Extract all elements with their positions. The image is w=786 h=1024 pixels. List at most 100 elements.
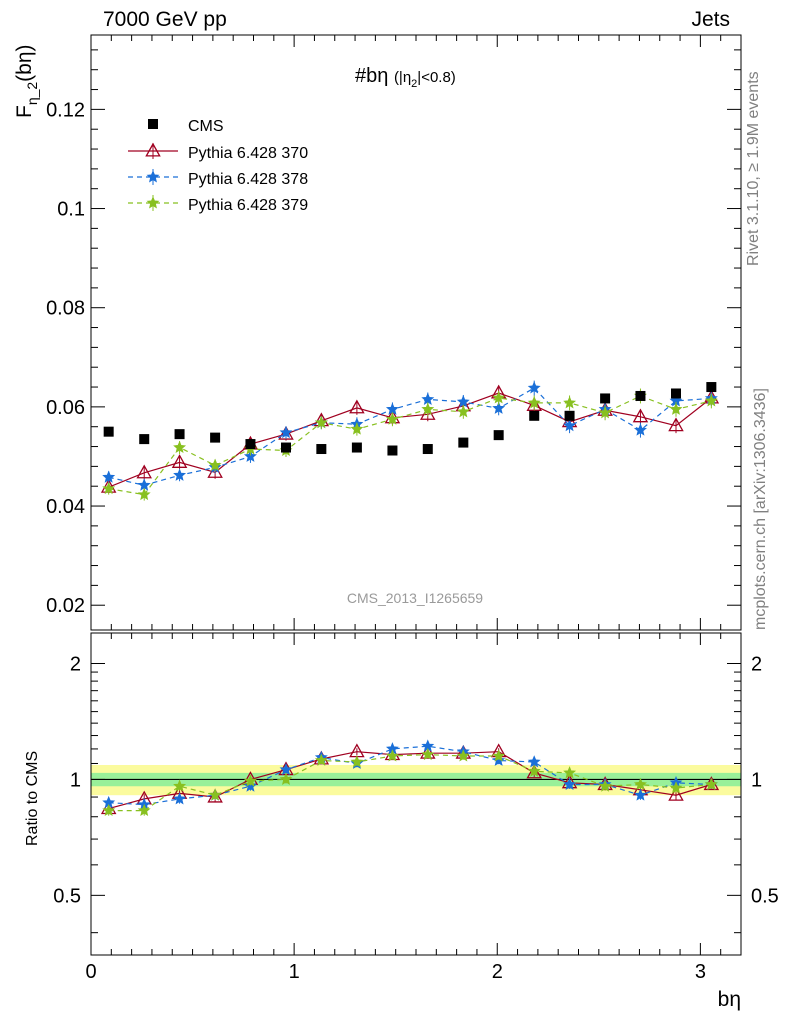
x-tick-label: 2: [492, 961, 503, 983]
y-tick-label: 0.08: [46, 298, 85, 320]
ratio-point-pythia-6-428-379: [563, 766, 577, 779]
x-tick-label: 3: [695, 961, 706, 983]
main-point-pythia-6-428-378: [492, 401, 506, 414]
ratio-point-pythia-6-428-379: [704, 777, 718, 791]
ratio-point-pythia-6-428-379: [421, 747, 435, 761]
main-point-cms: [387, 445, 398, 456]
legend-marker-pythia-6-428-378: [146, 170, 160, 183]
y-tick-label: 0.12: [46, 99, 85, 121]
ratio-y-tick-label: 0.5: [53, 885, 81, 907]
ratio-point-pythia-6-428-378: [633, 788, 647, 801]
ratio-point-pythia-6-428-370: [668, 786, 684, 801]
legend-marker-pythia-6-428-370: [145, 142, 161, 157]
main-point-cms: [422, 444, 433, 455]
legend-label-pythia-6-428-379: Pythia 6.428 379: [188, 197, 308, 214]
ratio-point-pythia-6-428-379: [350, 755, 364, 768]
main-point-pythia-6-428-378: [527, 381, 541, 394]
main-point-pythia-6-428-378: [102, 470, 116, 483]
main-point-pythia-6-428-379: [669, 402, 683, 415]
main-point-cms: [600, 393, 611, 404]
ratio-point-pythia-6-428-379: [279, 772, 293, 785]
ratio-y-tick-label-right: 1: [751, 769, 762, 791]
main-point-pythia-6-428-379: [102, 481, 116, 495]
main-point-cms: [210, 432, 221, 443]
main-point-cms: [281, 442, 291, 453]
x-tick-label: 1: [289, 961, 300, 983]
ratio-point-pythia-6-428-379: [208, 788, 222, 801]
main-point-cms: [635, 390, 646, 401]
main-point-cms: [564, 410, 575, 421]
plot-title: #bη (|η2|<0.8): [355, 65, 456, 90]
main-line-pythia-6-428-378: [108, 387, 712, 486]
energy-label: 7000 GeV pp: [103, 8, 227, 31]
main-point-pythia-6-428-378: [421, 392, 435, 405]
legend-marker-pythia-6-428-379: [146, 196, 160, 209]
analysis-watermark: CMS_2013_I1265659: [347, 590, 483, 606]
ratio-y-tick-label: 2: [70, 653, 81, 675]
main-point-pythia-6-428-378: [279, 425, 293, 439]
ratio-point-pythia-6-428-379: [598, 779, 612, 792]
ratio-point-pythia-6-428-379: [314, 753, 328, 766]
ratio-y-tick-label-right: 0.5: [751, 885, 779, 907]
main-point-pythia-6-428-379: [350, 422, 364, 435]
ratio-point-pythia-6-428-379: [492, 749, 506, 762]
y-tick-label: 0.04: [46, 496, 85, 518]
y-tick-label: 0.1: [57, 199, 85, 221]
legend-label-pythia-6-428-370: Pythia 6.428 370: [188, 145, 308, 162]
main-point-pythia-6-428-378: [633, 423, 647, 436]
main-point-pythia-6-428-378: [456, 395, 470, 408]
ratio-point-pythia-6-428-379: [243, 774, 257, 787]
main-point-pythia-6-428-379: [492, 391, 506, 404]
ratio-point-pythia-6-428-378: [492, 753, 506, 766]
main-point-pythia-6-428-379: [704, 394, 718, 407]
main-point-pythia-6-428-379: [385, 412, 399, 425]
ratio-y-tick-label: 1: [70, 769, 81, 791]
x-tick-label: 0: [85, 961, 96, 983]
main-point-cms: [529, 410, 540, 421]
main-point-pythia-6-428-379: [598, 406, 612, 419]
main-point-cms: [493, 430, 504, 441]
main-point-cms: [103, 426, 114, 437]
legend-label-pythia-6-428-378: Pythia 6.428 378: [188, 171, 308, 188]
main-point-pythia-6-428-370: [171, 454, 188, 468]
main-point-pythia-6-428-379: [208, 458, 222, 471]
main-point-pythia-6-428-370: [349, 399, 365, 414]
main-point-pythia-6-428-379: [137, 487, 151, 501]
ratio-point-pythia-6-428-379: [137, 803, 151, 817]
main-line-pythia-6-428-370: [108, 392, 712, 488]
ratio-point-pythia-6-428-378: [279, 762, 293, 776]
x-axis-label: bη: [718, 988, 741, 1011]
main-point-cms: [706, 382, 717, 393]
main-point-pythia-6-428-370: [668, 417, 684, 432]
main-point-pythia-6-428-370: [632, 408, 649, 423]
ratio-point-pythia-6-428-379: [456, 749, 470, 762]
ratio-point-pythia-6-428-378: [173, 792, 187, 805]
main-point-pythia-6-428-379: [314, 415, 328, 429]
ratio-axis-label: Ratio to CMS: [24, 751, 41, 846]
main-point-pythia-6-428-378: [563, 418, 577, 432]
main-point-cms: [139, 434, 150, 445]
ratio-point-pythia-6-428-379: [669, 781, 683, 794]
ratio-point-pythia-6-428-379: [633, 777, 647, 791]
ratio-point-pythia-6-428-378: [563, 777, 577, 791]
main-line-pythia-6-428-379: [108, 395, 712, 496]
main-point-pythia-6-428-379: [563, 396, 577, 409]
main-point-pythia-6-428-379: [173, 440, 187, 454]
ratio-point-pythia-6-428-379: [173, 779, 187, 792]
y-tick-label: 0.02: [46, 595, 85, 617]
main-point-pythia-6-428-370: [136, 464, 152, 479]
legend-marker-cms: [148, 119, 158, 129]
ratio-point-pythia-6-428-379: [385, 749, 399, 762]
ratio-point-pythia-6-428-379: [527, 764, 541, 777]
main-point-pythia-6-428-379: [421, 402, 435, 415]
ratio-y-tick-label-right: 2: [751, 653, 762, 675]
y-axis-label: Fη_2(bη): [13, 44, 40, 118]
main-point-cms: [316, 444, 327, 455]
ratio-line-pythia-6-428-378: [108, 745, 712, 806]
ratio-line-pythia-6-428-379: [108, 753, 712, 812]
main-point-cms: [458, 437, 469, 448]
main-point-pythia-6-428-378: [385, 402, 399, 415]
legend-label-cms: CMS: [188, 118, 224, 135]
main-point-pythia-6-428-378: [173, 468, 187, 481]
